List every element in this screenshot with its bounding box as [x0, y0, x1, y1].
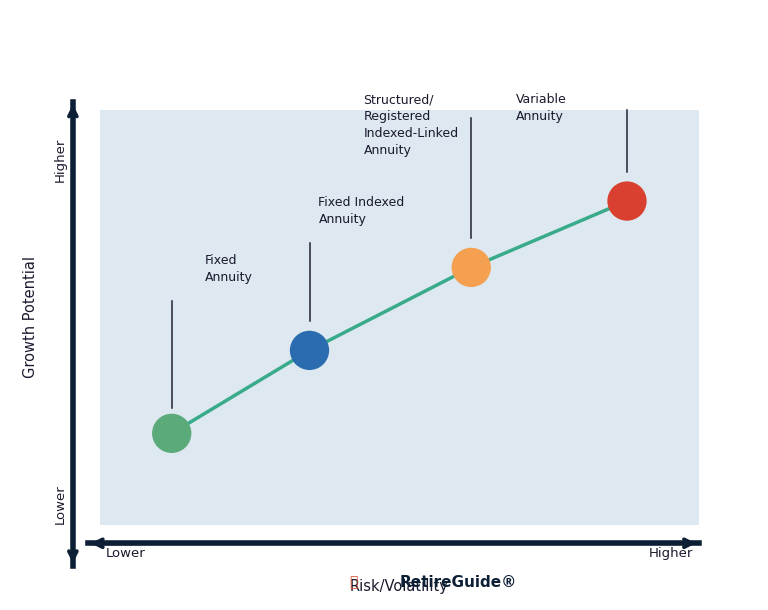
Text: RetireGuide®: RetireGuide®: [399, 575, 517, 590]
Text: Structured/
Registered
Indexed-Linked
Annuity: Structured/ Registered Indexed-Linked An…: [363, 93, 458, 157]
Point: [303, 345, 316, 355]
Text: Fixed
Annuity: Fixed Annuity: [204, 254, 253, 284]
Text: 🔶: 🔶: [349, 576, 357, 589]
Text: Fixed Indexed
Annuity: Fixed Indexed Annuity: [319, 196, 405, 226]
Point: [621, 196, 633, 206]
Point: [166, 428, 178, 438]
Text: Variable
Annuity: Variable Annuity: [516, 93, 567, 123]
Text: Higher: Higher: [648, 547, 693, 561]
Text: Risk/Volatility: Risk/Volatility: [350, 578, 449, 594]
Text: Growth Potential: Growth Potential: [24, 256, 38, 378]
Point: [465, 262, 478, 272]
Text: Higher: Higher: [54, 137, 67, 182]
Text: Lower: Lower: [54, 484, 67, 524]
Text: Deferred Annuities: Deferred Annuities: [221, 21, 547, 49]
Text: Lower: Lower: [106, 547, 146, 561]
